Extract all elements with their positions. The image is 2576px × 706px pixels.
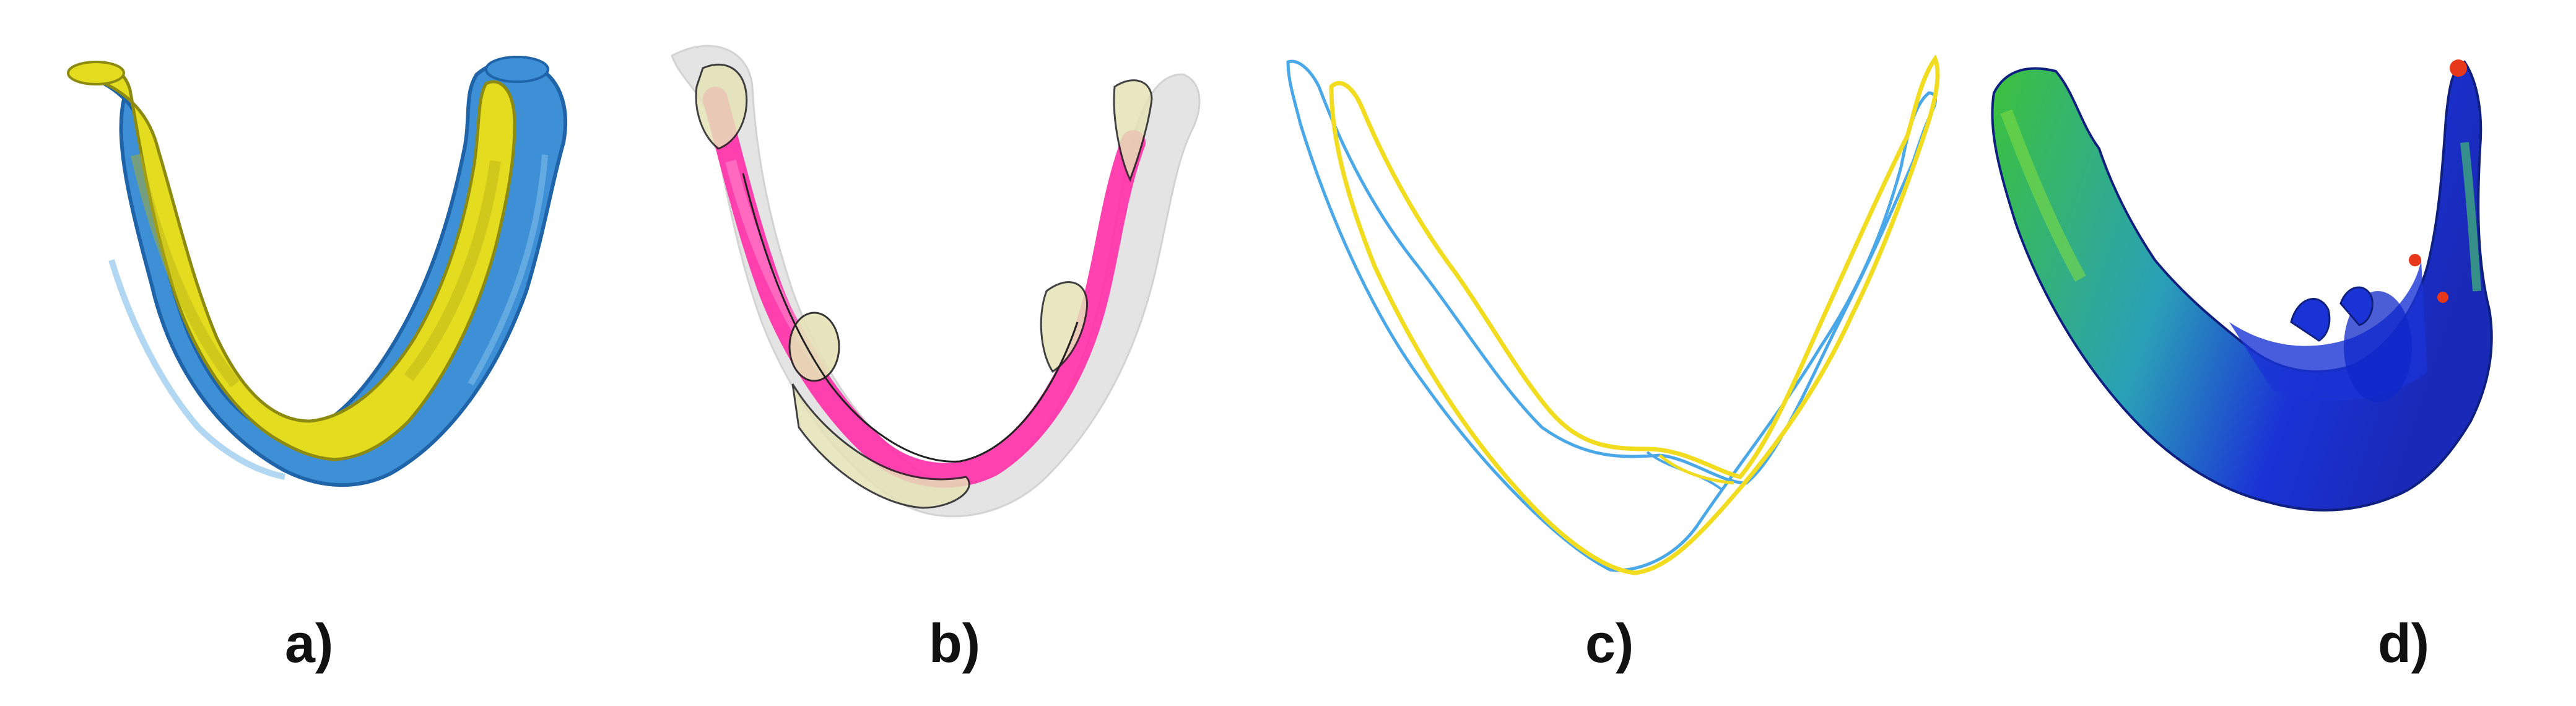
yellow-contour bbox=[1329, 54, 1940, 575]
panel-c: c) bbox=[1263, 0, 1982, 706]
panel-d-label: d) bbox=[2378, 612, 2430, 674]
panel-c-label: c) bbox=[1585, 612, 1634, 674]
panel-a: a) bbox=[37, 0, 619, 706]
beige-fragment-1 bbox=[695, 63, 748, 150]
panel-b-label: b) bbox=[929, 612, 981, 674]
panel-a-label: a) bbox=[285, 612, 334, 674]
beige-fragment-4 bbox=[1040, 281, 1089, 373]
yellow-surface bbox=[76, 65, 516, 461]
red-hotspot-3 bbox=[2437, 292, 2448, 303]
panel-d: d) bbox=[1982, 0, 2564, 706]
panel-d-colormap bbox=[1991, 59, 2493, 512]
red-hotspot-2 bbox=[2409, 254, 2421, 266]
panel-c-contours bbox=[1286, 54, 1940, 575]
beige-fragment-2 bbox=[788, 312, 840, 382]
blue-surface bbox=[69, 58, 567, 487]
beige-fragment-5 bbox=[1113, 79, 1153, 182]
panel-b: b) bbox=[644, 0, 1238, 706]
blue-contour bbox=[1286, 59, 1937, 572]
panel-b-section-view bbox=[671, 45, 1201, 518]
red-hotspot-1 bbox=[2450, 59, 2467, 77]
beige-fragment-3 bbox=[791, 383, 970, 509]
panel-a-mandible-overlay bbox=[67, 56, 567, 487]
